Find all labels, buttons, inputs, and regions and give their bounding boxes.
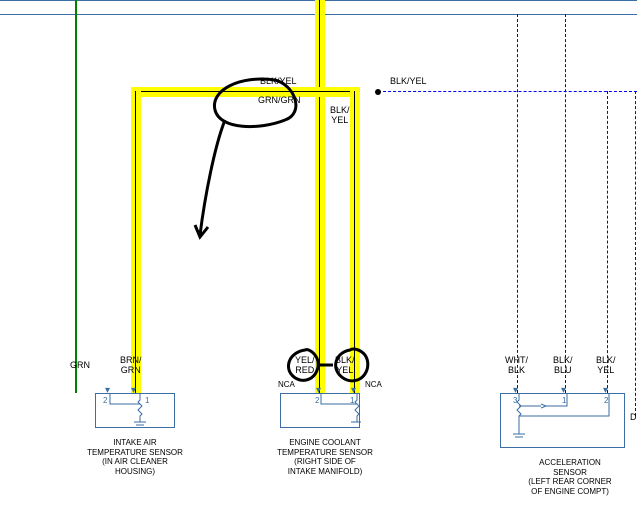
label-grn-grn: GRN/GRN	[258, 95, 301, 105]
label-accel-blk-yel: BLK/ YEL	[596, 355, 616, 375]
sensor-iat-title: INTAKE AIR TEMPERATURE SENSOR (IN AIR CL…	[75, 438, 195, 476]
iat-arrow-2: ▾	[105, 385, 110, 396]
wire-blue-dashed-vertical-accel2	[607, 91, 608, 393]
ect-pin1-num: 1	[350, 396, 354, 405]
label-accel-wht-blk: WHT/ BLK	[505, 355, 528, 375]
wire-blue-dashed-vertical-accel1	[565, 14, 566, 393]
wire-yellow-main-vertical	[315, 0, 325, 393]
accel-pin3-num: 3	[513, 396, 517, 405]
label-ect-nca-left: NCA	[278, 380, 295, 389]
annotation-scribble-top	[180, 75, 330, 255]
accel-arrow-2: ▾	[603, 385, 608, 396]
label-iat-brn-grn: BRN/ GRN	[120, 355, 142, 375]
label-blk-yel-left: BLK/YEL	[260, 76, 297, 86]
wire-yellow-iat-vertical	[131, 87, 141, 393]
wire-yellow-iat-centerline	[135, 91, 136, 393]
sensor-ect-box	[280, 393, 360, 428]
label-ect-blk-yel: BLK/ YEL	[335, 355, 355, 375]
ect-arrow-1: ▾	[351, 385, 356, 396]
label-accel-blk-blu: BLK/ BLU	[553, 355, 573, 375]
wire-blue-dashed-vertical-right-edge	[635, 91, 636, 416]
accel-arrow-1: ▾	[561, 385, 566, 396]
wire-green-vertical	[75, 0, 77, 393]
label-right-edge-d: D	[630, 412, 637, 422]
accel-arrow-3: ▾	[513, 385, 518, 396]
wire-yellow-ect-blkyel-vertical	[350, 87, 360, 393]
accel-pin2-num: 2	[604, 396, 608, 405]
wire-yellow-ect-blkyel-centerline	[354, 91, 355, 393]
ect-pin2-num: 2	[315, 396, 319, 405]
accel-pin1-num: 1	[562, 396, 566, 405]
wire-blue-dashed-horizontal	[378, 91, 637, 92]
iat-arrow-1: ▾	[131, 385, 136, 396]
sensor-accel-title: ACCELERATION SENSOR (LEFT REAR CORNER OF…	[510, 458, 630, 496]
ect-resistor	[281, 394, 361, 429]
label-ect-nca-right: NCA	[365, 380, 382, 389]
junction-dot-1	[375, 89, 381, 95]
iat-resistor	[96, 394, 176, 429]
wire-blue-dashed-vertical-accel3	[517, 14, 518, 393]
iat-pin2-num: 2	[103, 396, 107, 405]
wire-yellow-horiz-left-center	[131, 91, 320, 92]
iat-pin1-num: 1	[145, 396, 149, 405]
label-iat-grn: GRN	[70, 360, 90, 370]
sensor-ect-title: ENGINE COOLANT TEMPERATURE SENSOR (RIGHT…	[260, 438, 390, 476]
ect-arrow-2: ▾	[316, 385, 321, 396]
label-blk-yel-center: BLK/ YEL	[330, 105, 350, 125]
label-ect-yel-red: YEL/ RED	[295, 355, 315, 375]
label-blk-yel-right: BLK/YEL	[390, 76, 427, 86]
wire-yellow-main-centerline	[319, 0, 320, 393]
